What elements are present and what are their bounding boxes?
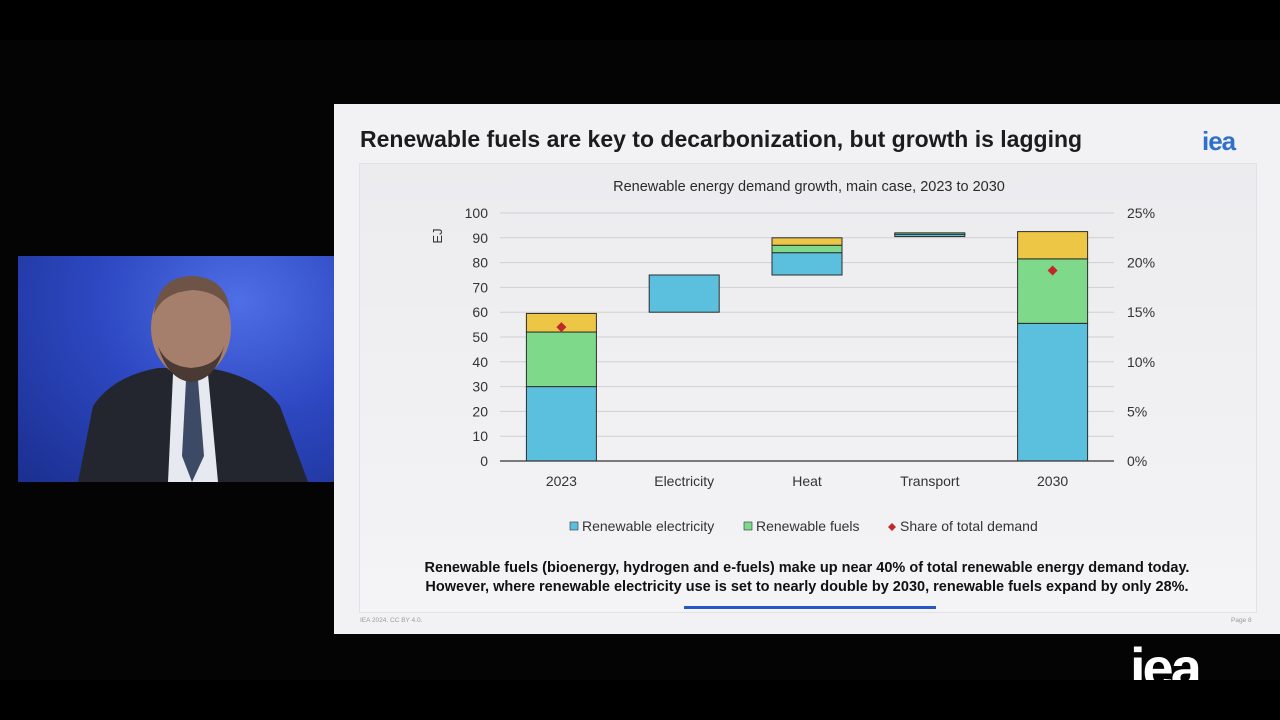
bar-segment — [1017, 231, 1089, 260]
legend-label: Share of total demand — [900, 518, 1038, 534]
x-tick-label: Electricity — [654, 473, 714, 489]
share-marker — [556, 322, 567, 333]
y-tick-label: 20 — [472, 403, 488, 419]
slide-progress-line — [684, 606, 936, 609]
iea-watermark-logo: iea — [1130, 640, 1199, 680]
caption-line-1: Renewable fuels (bioenergy, hydrogen and… — [424, 560, 1190, 576]
bar-segment — [894, 232, 966, 235]
y2-tick-label: 15% — [1127, 304, 1155, 320]
waterfall-chart: Renewable energy demand growth, main cas… — [430, 179, 1155, 534]
legend-swatch-renewable-electricity — [569, 521, 579, 531]
x-tick-label: Transport — [900, 473, 960, 489]
y-tick-label: 40 — [472, 354, 488, 370]
slide-title: Renewable fuels are key to decarbonizati… — [360, 126, 1083, 152]
x-tick-label: 2030 — [1037, 473, 1068, 489]
bar-segment — [771, 252, 843, 276]
bar-segment — [771, 244, 843, 254]
footer-page-number: Page 8 — [1231, 617, 1252, 624]
bar-segment — [525, 331, 597, 388]
bar-segment — [1017, 322, 1089, 462]
legend-swatch-renewable-fuels — [743, 521, 753, 531]
legend-label: Renewable electricity — [582, 518, 714, 534]
presentation-slide: Renewable fuels are key to decarbonizati… — [334, 104, 1280, 634]
chart-title: Renewable energy demand growth, main cas… — [613, 179, 1005, 195]
bottom-letterbox — [0, 680, 1280, 720]
presenter-illustration — [78, 276, 308, 482]
y-axis-label: EJ — [430, 228, 445, 243]
legend-label: Renewable fuels — [756, 518, 860, 534]
y2-tick-label: 10% — [1127, 354, 1155, 370]
footer-license: IEA 2024. CC BY 4.0. — [360, 617, 423, 624]
iea-logo: iea — [1202, 126, 1236, 156]
y-tick-label: 50 — [472, 329, 488, 345]
y-tick-label: 80 — [472, 255, 488, 271]
legend-swatch-share — [888, 523, 896, 531]
bar-segment — [648, 274, 720, 313]
x-tick-label: Heat — [792, 473, 822, 489]
y2-tick-label: 20% — [1127, 255, 1155, 271]
bar-segment — [771, 237, 843, 246]
x-tick-label: 2023 — [546, 473, 577, 489]
y-tick-label: 0 — [480, 453, 488, 469]
y-tick-label: 60 — [472, 304, 488, 320]
bar-segment — [525, 386, 597, 462]
y2-tick-label: 5% — [1127, 403, 1147, 419]
share-marker — [1047, 265, 1058, 276]
y-tick-label: 100 — [465, 205, 489, 221]
y2-tick-label: 25% — [1127, 205, 1155, 221]
caption-line-2: However, where renewable electricity use… — [425, 579, 1189, 595]
presenter-camera — [18, 256, 334, 482]
y-tick-label: 10 — [472, 428, 488, 444]
y-tick-label: 30 — [472, 379, 488, 395]
top-letterbox — [0, 0, 1280, 40]
y-tick-label: 90 — [472, 230, 488, 246]
slide-caption: Renewable fuels (bioenergy, hydrogen and… — [334, 559, 1280, 597]
chart-panel: Renewable energy demand growth, main cas… — [359, 163, 1257, 613]
y-tick-label: 70 — [472, 279, 488, 295]
y2-tick-label: 0% — [1127, 453, 1147, 469]
